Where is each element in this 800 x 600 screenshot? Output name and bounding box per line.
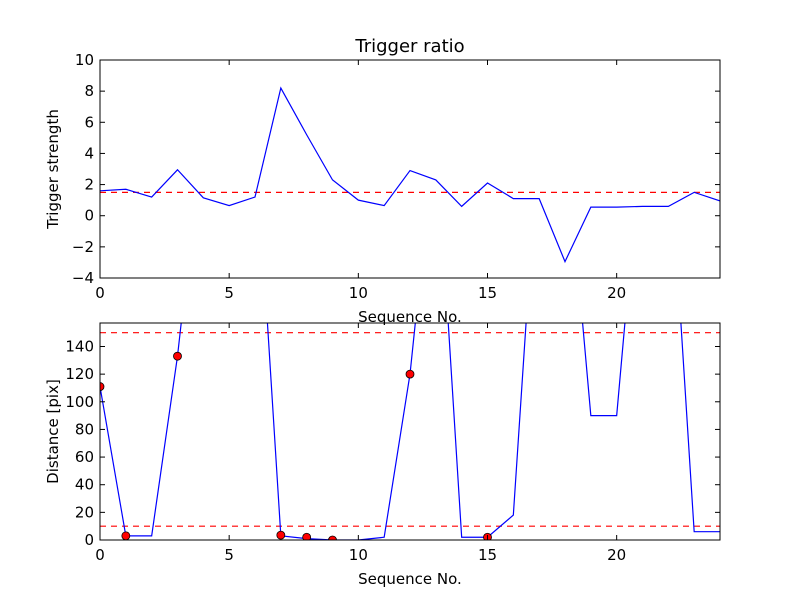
y-tick-label: 6 <box>84 113 94 131</box>
y-tick-label: 60 <box>75 448 94 466</box>
x-tick-label: 15 <box>478 546 497 564</box>
x-tick-label: 5 <box>224 546 234 564</box>
data-marker <box>121 531 131 540</box>
x-axis-label: Sequence No. <box>358 570 462 588</box>
y-tick-label: 10 <box>75 51 94 69</box>
y-tick-label: 20 <box>75 503 94 521</box>
data-marker <box>173 351 182 361</box>
y-tick-label: 8 <box>84 82 94 100</box>
y-tick-label: −4 <box>72 269 94 287</box>
y-tick-label: 40 <box>75 476 94 494</box>
y-tick-label: 120 <box>65 365 94 383</box>
y-tick-label: 0 <box>84 531 94 549</box>
y-axis-label: Distance [pix] <box>44 379 62 484</box>
plot-area <box>100 86 720 264</box>
chart-title: Trigger ratio <box>354 36 464 57</box>
x-tick-label: 20 <box>607 546 626 564</box>
data-marker <box>276 530 286 540</box>
x-tick-label: 0 <box>95 284 105 302</box>
x-tick-label: 0 <box>95 546 105 564</box>
x-tick-label: 5 <box>224 284 234 302</box>
chart-trigger-ratio: Trigger ratio Trigger strength Sequence … <box>44 36 721 326</box>
y-tick-label: 80 <box>75 420 94 438</box>
axis-ticks: 0 5 10 15 20 0 20 40 60 80 100 120 140 <box>65 323 720 564</box>
x-tick-label: 10 <box>349 284 368 302</box>
x-tick-label: 10 <box>349 546 368 564</box>
data-marker <box>328 535 337 540</box>
series-line <box>100 86 720 264</box>
y-tick-label: 100 <box>65 393 94 411</box>
y-tick-label: 140 <box>65 337 94 355</box>
data-marker <box>302 532 312 540</box>
x-tick-label: 15 <box>478 284 497 302</box>
data-marker <box>405 369 415 379</box>
y-tick-label: −2 <box>72 238 94 256</box>
data-marker <box>100 382 105 391</box>
y-tick-label: 4 <box>84 144 94 162</box>
y-tick-label: 2 <box>84 176 94 194</box>
y-axis-label: Trigger strength <box>44 109 62 230</box>
axis-ticks: 0 5 10 15 20 −4 −2 0 2 4 6 8 10 <box>72 51 720 302</box>
plot-frame <box>99 59 721 279</box>
x-axis-label: Sequence No. <box>358 308 462 326</box>
plot-frame <box>99 322 721 541</box>
x-tick-label: 20 <box>607 284 626 302</box>
y-tick-label: 0 <box>84 207 94 225</box>
chart-distance: Distance [pix] Sequence No. 0 5 10 15 20 0 20 4… <box>44 322 721 588</box>
plot-area <box>100 323 720 540</box>
